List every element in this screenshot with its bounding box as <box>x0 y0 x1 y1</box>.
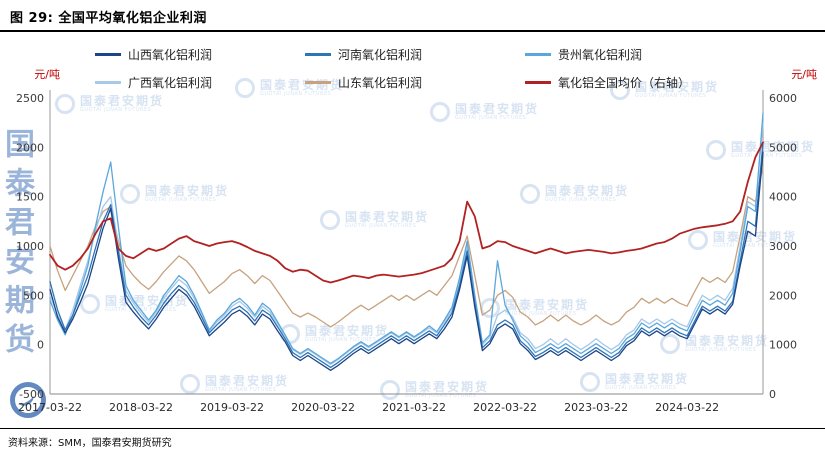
series-line-0 <box>49 151 764 371</box>
x-axis-tick: 2022-03-22 <box>473 401 537 414</box>
right-axis-tick: 3000 <box>769 240 797 253</box>
legend-item-4: 山东氧化铝利润 <box>305 74 525 91</box>
right-axis-tick: 2000 <box>769 289 797 302</box>
legend-label: 贵州氧化铝利润 <box>558 48 643 62</box>
x-axis-tick: 2024-03-22 <box>655 401 719 414</box>
x-axis-tick: 2020-03-22 <box>291 401 355 414</box>
legend-swatch-icon <box>305 53 331 56</box>
right-axis-tick: 0 <box>769 388 776 401</box>
legend-item-2: 贵州氧化铝利润 <box>525 46 735 63</box>
x-axis-tick: 2018-03-22 <box>109 401 173 414</box>
left-axis-tick: 1000 <box>16 240 44 253</box>
legend-item-3: 广西氧化铝利润 <box>95 74 305 91</box>
x-axis-tick: 2023-03-22 <box>564 401 628 414</box>
right-axis-tick: 6000 <box>769 92 797 105</box>
line-chart-plot: -500 0 500 1000 1500 2000 2500 0 1000 2000 3000 400… <box>16 90 797 414</box>
legend-swatch-icon <box>525 81 551 84</box>
legend-label: 山西氧化铝利润 <box>128 48 213 62</box>
right-axis-tick: 5000 <box>769 141 797 154</box>
figure-title: 图 29: 全国平均氧化铝企业利润 <box>10 11 207 26</box>
legend-swatch-icon <box>525 53 551 56</box>
legend-label: 山东氧化铝利润 <box>338 76 423 90</box>
series-line-1 <box>49 141 764 369</box>
legend-swatch-icon <box>95 53 121 56</box>
series-line-4 <box>49 166 764 328</box>
left-axis-tick: -500 <box>19 388 44 401</box>
left-axis-tick: 0 <box>37 339 44 352</box>
left-axis-tick: 500 <box>23 289 44 302</box>
left-axis-tick: 1500 <box>16 191 44 204</box>
legend-swatch-icon <box>305 81 331 84</box>
legend-label: 广西氧化铝利润 <box>128 76 213 90</box>
x-axis-tick: 2019-03-22 <box>200 401 264 414</box>
figure-footer: 资料来源：SMM，国泰君安期货研究 <box>0 428 825 459</box>
left-axis-unit: 元/吨 <box>34 68 60 81</box>
figure-header: 图 29: 全国平均氧化铝企业利润 <box>0 0 825 32</box>
left-axis-tick: 2000 <box>16 141 44 154</box>
series-line-3 <box>49 122 764 366</box>
chart-area: 国泰君安期货 GUOTAI JUNAN FUTURES 国泰君安期货 GUOTAI J… <box>0 32 825 428</box>
right-axis-unit: 元/吨 <box>791 68 817 81</box>
legend-label: 氧化铝全国均价（右轴） <box>558 76 691 90</box>
series-line-2 <box>49 112 764 365</box>
legend-label: 河南氧化铝利润 <box>338 48 423 62</box>
right-axis-tick: 4000 <box>769 191 797 204</box>
legend-swatch-icon <box>95 81 121 84</box>
source-note: 资料来源：SMM，国泰君安期货研究 <box>8 438 172 449</box>
legend-item-5: 氧化铝全国均价（右轴） <box>525 74 735 91</box>
chart-legend: 山西氧化铝利润 河南氧化铝利润 贵州氧化铝利润广西氧化铝利润 山东氧化铝利润 氧化铝全国… <box>95 46 735 91</box>
x-axis-tick: 2021-03-22 <box>382 401 446 414</box>
left-axis-tick: 2500 <box>16 92 44 105</box>
legend-item-1: 河南氧化铝利润 <box>305 46 525 63</box>
legend-item-0: 山西氧化铝利润 <box>95 46 305 63</box>
right-axis-tick: 1000 <box>769 339 797 352</box>
x-axis-tick: 2017-03-22 <box>18 401 82 414</box>
series-line-5 <box>49 141 764 284</box>
